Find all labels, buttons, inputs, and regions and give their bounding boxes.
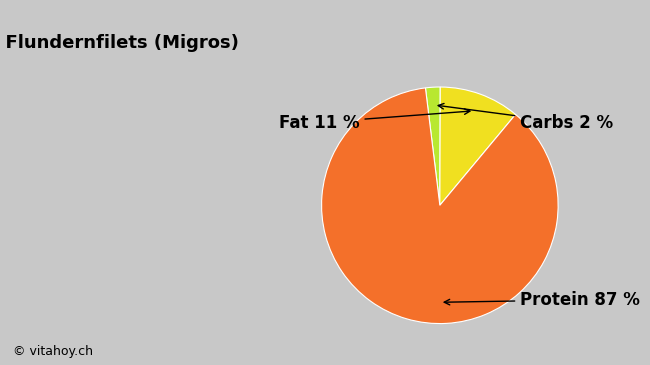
- Text: Carbs 2 %: Carbs 2 %: [438, 104, 614, 131]
- Text: Calorie Ratio: Pelican Flundernfilets (Migros): Calorie Ratio: Pelican Flundernfilets (M…: [0, 34, 239, 52]
- Wedge shape: [426, 87, 440, 205]
- Wedge shape: [440, 87, 515, 205]
- Wedge shape: [322, 88, 558, 323]
- Text: © vitahoy.ch: © vitahoy.ch: [13, 345, 93, 358]
- Text: Fat 11 %: Fat 11 %: [279, 109, 470, 131]
- Text: Protein 87 %: Protein 87 %: [444, 291, 640, 309]
